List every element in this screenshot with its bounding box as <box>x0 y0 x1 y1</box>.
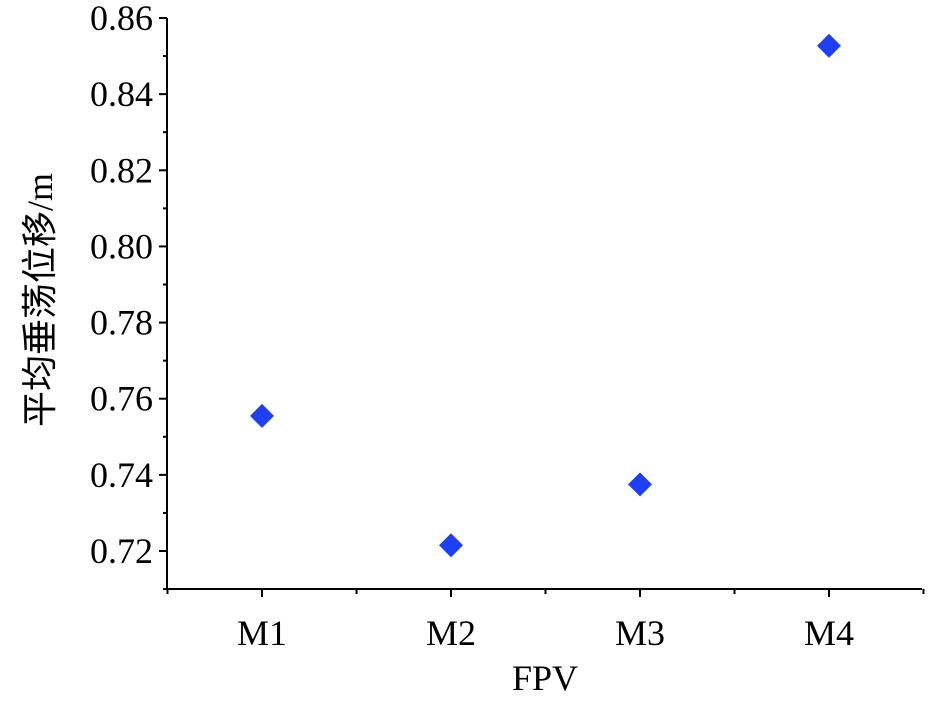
y-tick-label: 0.74 <box>90 455 153 495</box>
y-tick-label: 0.86 <box>90 0 153 38</box>
x-axis-title: FPV <box>512 658 578 698</box>
x-tick-label: M3 <box>615 613 665 653</box>
y-tick-label: 0.80 <box>90 226 153 266</box>
plot-area <box>166 18 922 590</box>
x-tick-label: M4 <box>804 613 854 653</box>
data-point-m2 <box>439 533 463 558</box>
data-point-m3 <box>628 472 652 497</box>
y-tick-label: 0.78 <box>90 303 153 343</box>
data-point-m4 <box>817 33 841 58</box>
y-tick-label: 0.84 <box>90 74 153 114</box>
y-axis-ticks: 0.72 0.74 0.76 0.78 0.80 0.82 0.84 0.86 <box>90 0 167 591</box>
y-tick-label: 0.76 <box>90 379 153 419</box>
y-tick-label: 0.82 <box>90 150 153 190</box>
data-point-m1 <box>250 403 274 428</box>
data-points <box>250 33 841 558</box>
x-tick-label: M1 <box>237 613 287 653</box>
y-axis-title: 平均垂荡位移/m <box>20 173 60 427</box>
x-tick-label: M2 <box>426 613 476 653</box>
y-tick-label: 0.72 <box>90 531 153 571</box>
x-axis-ticks: M1 M2 M3 M4 <box>166 589 925 653</box>
